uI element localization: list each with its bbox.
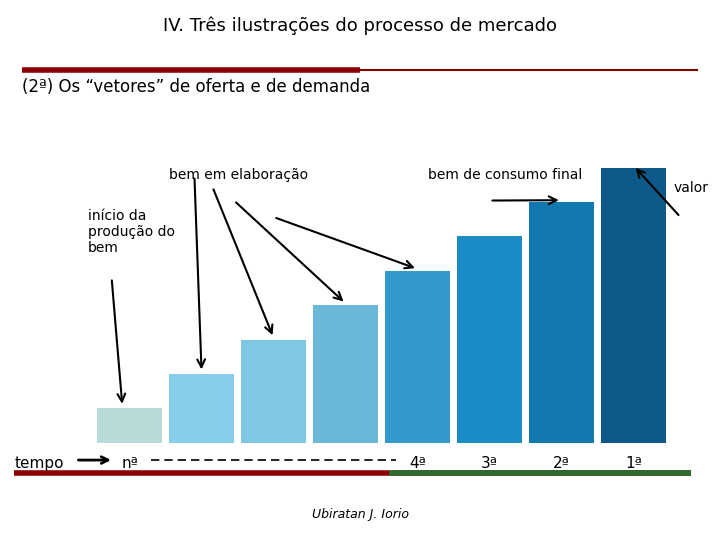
Text: (2ª) Os “vetores” de oferta e de demanda: (2ª) Os “vetores” de oferta e de demanda — [22, 78, 370, 96]
Text: 1ª: 1ª — [625, 456, 642, 471]
Text: Ubiratan J. Iorio: Ubiratan J. Iorio — [312, 508, 408, 521]
Text: IV. Três ilustrações do processo de mercado: IV. Três ilustrações do processo de merc… — [163, 16, 557, 35]
Bar — [241, 340, 306, 443]
Text: início da
produção do
bem: início da produção do bem — [88, 209, 175, 255]
Bar — [385, 271, 450, 443]
Bar — [97, 408, 162, 443]
Text: bem em elaboração: bem em elaboração — [169, 167, 308, 181]
Text: bem de consumo final: bem de consumo final — [428, 167, 582, 181]
Text: 2ª: 2ª — [553, 456, 570, 471]
Bar — [313, 305, 378, 443]
Bar — [529, 202, 594, 443]
Text: nª: nª — [121, 456, 138, 471]
Text: 3ª: 3ª — [481, 456, 498, 471]
Text: valor: valor — [673, 181, 708, 195]
Bar — [457, 237, 522, 443]
Text: tempo: tempo — [14, 456, 64, 471]
Bar — [601, 167, 666, 443]
Text: 4ª: 4ª — [409, 456, 426, 471]
Bar — [169, 374, 234, 443]
